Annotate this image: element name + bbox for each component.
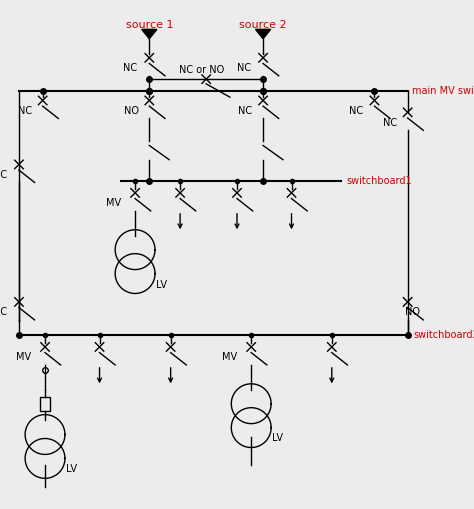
Text: LV: LV <box>272 433 283 443</box>
Text: main MV switchboard: main MV switchboard <box>412 86 474 96</box>
Text: NC: NC <box>349 106 364 116</box>
Text: NC: NC <box>18 106 32 116</box>
Text: NC: NC <box>0 170 7 180</box>
Text: switchboard1: switchboard1 <box>346 176 411 186</box>
Text: NC: NC <box>238 106 252 116</box>
Polygon shape <box>142 30 157 39</box>
Text: NC: NC <box>123 63 137 73</box>
Bar <box>40 397 50 411</box>
Text: NC: NC <box>0 307 7 317</box>
Text: MV: MV <box>16 352 31 362</box>
Text: MV: MV <box>222 352 237 362</box>
Text: source 2: source 2 <box>239 20 287 30</box>
Text: LV: LV <box>65 464 77 474</box>
Text: NC or NO: NC or NO <box>179 65 224 75</box>
Text: source 1: source 1 <box>126 20 173 30</box>
Text: NO: NO <box>124 106 139 116</box>
Text: NC: NC <box>237 63 251 73</box>
Polygon shape <box>255 30 271 39</box>
Text: MV: MV <box>106 199 121 208</box>
Text: LV: LV <box>155 280 167 290</box>
Text: NC: NC <box>383 118 397 128</box>
Text: NO: NO <box>405 307 420 317</box>
Text: switchboard2: switchboard2 <box>413 330 474 340</box>
